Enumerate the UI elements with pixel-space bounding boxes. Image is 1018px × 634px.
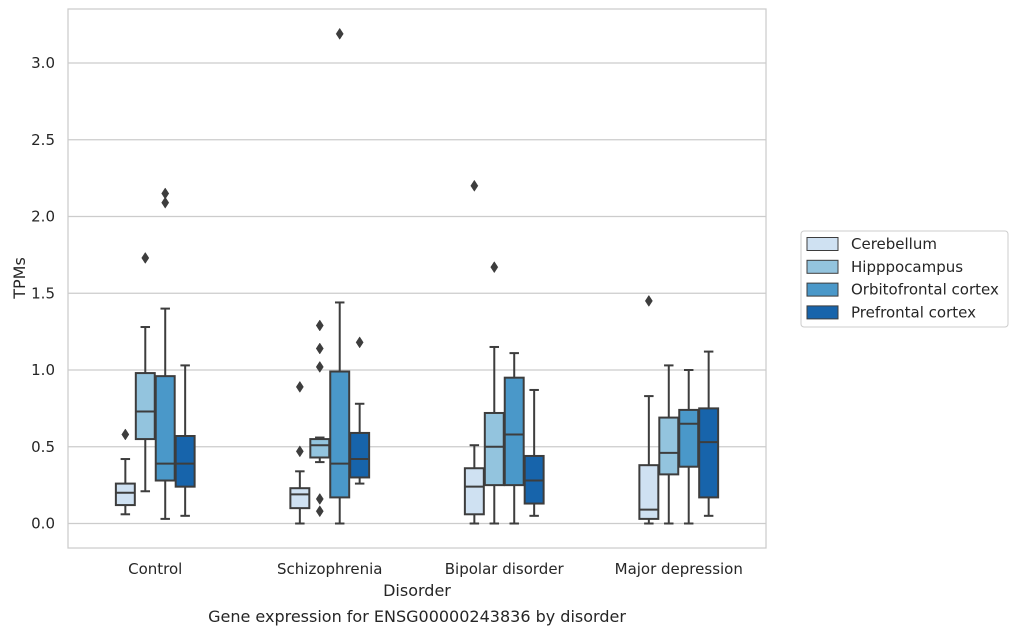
box-cerebellum (463, 179, 485, 525)
box-body (698, 407, 720, 499)
legend-swatch (806, 305, 839, 320)
plot-area-frame (67, 8, 767, 549)
legend: Cerebellum Hipppocampus Orbitofrontal cort… (800, 230, 1009, 328)
outlier-point (315, 505, 324, 518)
y-tick-label: 2.0 (31, 208, 55, 226)
y-tick-labels: 0.0 0.5 1.0 1.5 2.0 2.5 3.0 (31, 54, 55, 533)
box-prefrontal-cortex (349, 336, 371, 485)
y-axis-title: TPMs (10, 257, 29, 300)
box-body (349, 431, 371, 479)
y-tick-label: 2.5 (31, 131, 55, 149)
outlier-point (121, 428, 130, 441)
legend-label: Hipppocampus (851, 258, 963, 276)
outlier-point (315, 319, 324, 332)
box-prefrontal-cortex (174, 364, 196, 517)
legend-label: Orbitofrontal cortex (851, 281, 999, 299)
legend-swatch (806, 237, 839, 251)
outlier-point (315, 492, 324, 505)
box-orbitofrontal-cortex (503, 352, 525, 525)
x-axis-title: Disorder (383, 581, 451, 600)
y-tick-label: 3.0 (31, 54, 55, 72)
box-body (503, 376, 525, 487)
box-hipppocampus (658, 364, 680, 525)
outlier-point (335, 27, 344, 40)
box-body (658, 416, 680, 476)
x-tick-label: Major depression (615, 560, 743, 578)
box-body (463, 467, 485, 516)
x-tick-label: Control (128, 560, 182, 578)
legend-swatch (806, 259, 839, 274)
box-body (309, 438, 331, 459)
box-hipppocampus (134, 251, 156, 493)
outlier-point (315, 360, 324, 373)
box-orbitofrontal-cortex (329, 27, 351, 525)
x-tick-labels: Control Schizophrenia Bipolar disorder Majo… (128, 560, 743, 578)
box-body (483, 411, 505, 487)
legend-label: Cerebellum (851, 235, 937, 253)
outlier-point (295, 445, 304, 458)
box-body (329, 370, 351, 499)
outlier-point (644, 294, 653, 307)
box-body (154, 375, 176, 482)
outlier-point (490, 261, 499, 274)
box-body (114, 482, 136, 507)
outlier-point (355, 336, 364, 349)
outlier-point (295, 380, 304, 393)
boxes-layer (114, 27, 720, 525)
legend-label: Prefrontal cortex (851, 303, 976, 321)
box-cerebellum (638, 294, 660, 525)
y-tick-label: 1.0 (31, 361, 55, 379)
box-hipppocampus (309, 319, 331, 518)
box-body (289, 487, 311, 510)
legend-frame (800, 230, 1009, 328)
outlier-point (470, 179, 479, 192)
box-prefrontal-cortex (698, 350, 720, 517)
y-tick-label: 1.5 (31, 284, 55, 302)
box-body (638, 464, 660, 520)
y-tick-label: 0.0 (31, 515, 55, 533)
box-prefrontal-cortex (523, 388, 545, 517)
outlier-point (141, 251, 150, 264)
y-tick-label: 0.5 (31, 438, 55, 456)
outlier-point (161, 187, 170, 200)
chart-title: Gene expression for ENSG00000243836 by d… (208, 607, 626, 626)
outlier-point (161, 196, 170, 209)
outlier-point (315, 342, 324, 355)
box-orbitofrontal-cortex (154, 187, 176, 520)
box-cerebellum (289, 380, 311, 525)
legend-swatch (806, 282, 839, 297)
x-tick-label: Bipolar disorder (445, 560, 565, 578)
box-body (174, 435, 196, 488)
box-body (678, 408, 700, 468)
box-hipppocampus (483, 261, 505, 525)
box-orbitofrontal-cortex (678, 369, 700, 525)
box-cerebellum (114, 428, 136, 516)
box-body (134, 372, 156, 441)
x-tick-label: Schizophrenia (277, 560, 382, 578)
